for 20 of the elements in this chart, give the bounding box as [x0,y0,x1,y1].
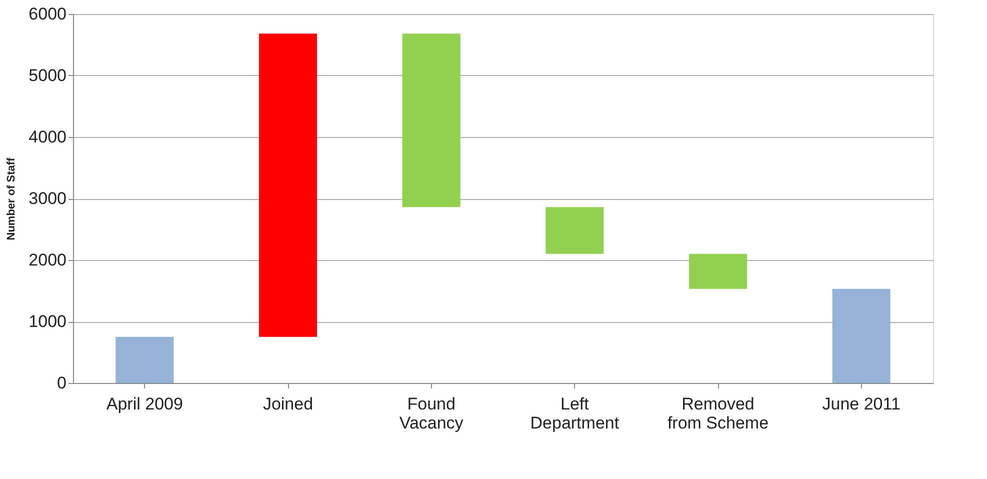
x-tick-label: Found Vacancy [399,394,464,432]
x-tick-label: June 2011 [822,394,900,414]
x-tick-label: Left Department [530,394,620,432]
y-tick-label: 6000 [28,4,66,24]
y-tick-label: 2000 [28,250,66,270]
bar [832,288,890,383]
y-axis-title: Number of Staff [6,157,18,240]
bar [689,254,747,289]
x-tick-label: Joined [262,394,314,414]
x-tick-label: April 2009 [106,394,183,414]
y-tick-label: 3000 [28,189,66,208]
y-tick-label: 1000 [28,312,66,331]
bar [402,34,460,208]
x-tick-label: Removed from Scheme [667,394,769,432]
bar [546,207,604,254]
y-tick-label: 4000 [28,128,66,146]
bar [259,34,317,337]
y-tick-label: 5000 [28,66,66,85]
y-tick-label: 0 [57,374,66,392]
bar [116,336,174,383]
